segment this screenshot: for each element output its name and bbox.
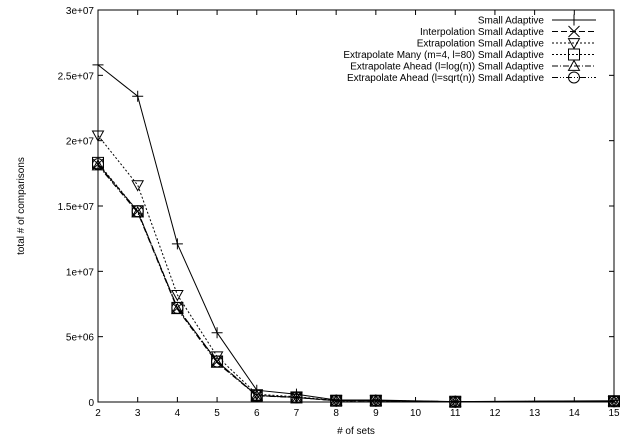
series-line-4 (97, 162, 615, 403)
y-tick-label: 5e+06 (66, 333, 95, 344)
series-6-point (250, 389, 263, 402)
series-1-point (132, 90, 144, 102)
legend-label: Extrapolate Ahead (l=sqrt(n)) Small Adap… (347, 73, 544, 84)
legend-label: Extrapolation Small Adaptive (417, 39, 545, 50)
series-6-point (131, 205, 144, 218)
series-1-point (211, 327, 223, 339)
x-tick-label: 4 (175, 408, 181, 419)
series-line-6 (97, 163, 615, 403)
x-tick-label: 9 (373, 408, 379, 419)
x-tick-label: 6 (254, 408, 260, 419)
series-3-point (171, 289, 184, 302)
series-6-point (290, 391, 303, 404)
x-tick-label: 8 (333, 408, 339, 419)
y-tick-label: 0 (88, 398, 94, 409)
series-5-point (250, 389, 264, 401)
series-markers (91, 59, 620, 409)
series-line-2 (97, 163, 615, 403)
series-6-point (92, 158, 104, 171)
series-3-point (131, 180, 145, 192)
series-line-5 (97, 165, 615, 403)
x-tick-label: 15 (608, 408, 620, 419)
series-5-point (329, 394, 343, 406)
legend-marker (568, 71, 580, 84)
legend-label: Extrapolate Ahead (l=log(n)) Small Adapt… (350, 62, 544, 73)
y-axis-title: total # of comparisons (16, 157, 27, 255)
x-tick-label: 11 (450, 408, 461, 419)
x-tick-label: 2 (95, 408, 101, 419)
legend-marker (568, 25, 580, 38)
x-tick-label: 7 (294, 408, 300, 419)
series-6-point (171, 301, 184, 314)
y-tick-label: 2.5e+07 (58, 71, 95, 82)
x-tick-label: 12 (489, 408, 501, 419)
series-1-point (92, 59, 104, 71)
series-line-1 (97, 64, 615, 403)
series-line-3 (97, 135, 615, 403)
series-5-point (448, 395, 462, 407)
legend-marker (568, 14, 580, 26)
y-tick-label: 2e+07 (66, 137, 95, 148)
legend-label: Extrapolate Many (m=4, l=80) Small Adapt… (343, 50, 544, 61)
series-3-point (448, 396, 462, 409)
series-6-point (369, 394, 382, 407)
y-tick-label: 3e+07 (66, 6, 95, 17)
series-lines (97, 64, 615, 403)
x-tick-label: 13 (529, 408, 541, 419)
legend-label: Small Adaptive (478, 16, 545, 27)
x-axis-title: # of sets (337, 426, 375, 437)
series-6-point (449, 395, 462, 408)
legend-marker (567, 59, 581, 71)
x-tick-label: 5 (214, 408, 220, 419)
series-5-point (369, 394, 383, 406)
legend-marker (567, 38, 581, 50)
series-5-point (607, 394, 620, 407)
y-tick-label: 1e+07 (66, 267, 95, 278)
x-tick-label: 14 (569, 408, 581, 419)
series-6-point (330, 394, 343, 407)
x-tick-label: 10 (410, 408, 422, 419)
x-tick-label: 3 (135, 408, 141, 419)
series-6-point (211, 355, 224, 368)
legend-label: Interpolation Small Adaptive (420, 27, 544, 38)
y-tick-label: 1.5e+07 (58, 202, 95, 213)
series-1-point (171, 238, 183, 250)
series-3-point (91, 130, 105, 142)
series-5-point (290, 391, 303, 403)
